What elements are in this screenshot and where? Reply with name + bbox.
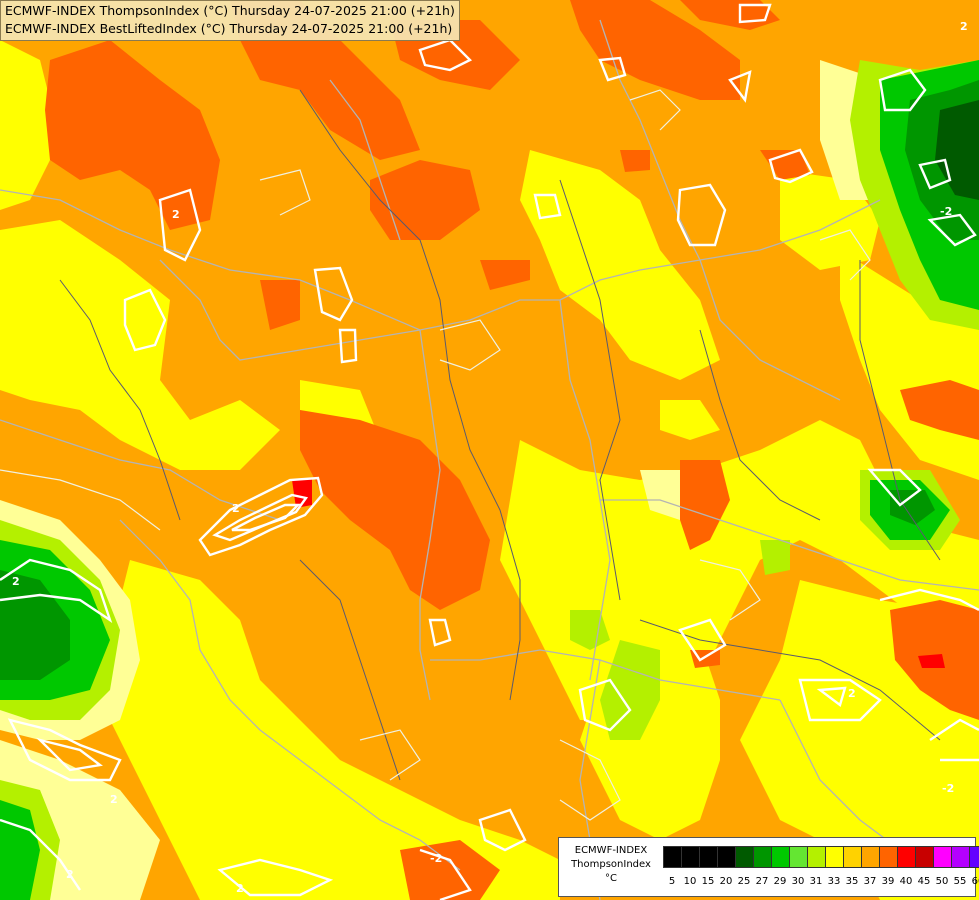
legend-swatch [754, 847, 772, 867]
legend-swatch [916, 847, 934, 867]
legend-tick-label: 50 [935, 876, 949, 887]
legend-swatch [880, 847, 898, 867]
dark-orange-areas [45, 0, 979, 900]
legend-swatch [952, 847, 970, 867]
map-title-box: ECMWF-INDEX ThompsonIndex (°C) Thursday … [0, 0, 460, 41]
legend-swatch [970, 847, 979, 867]
legend-tick-label: 5 [668, 876, 676, 887]
red-spots [292, 478, 945, 668]
contour-label: -2 [942, 782, 954, 795]
contour-label: -2 [940, 205, 952, 218]
legend-swatch [790, 847, 808, 867]
contour-label: 2 [236, 882, 244, 895]
legend-swatch [808, 847, 826, 867]
legend-tick-label: 31 [809, 876, 823, 887]
thin-contours [0, 89, 871, 821]
legend-tick-label: 10 [683, 876, 697, 887]
legend-color-scale [663, 846, 979, 868]
title-line-best-lifted-index: ECMWF-INDEX BestLiftedIndex (°C) Thursda… [5, 21, 453, 36]
contour-label: 2 [232, 502, 240, 515]
legend-swatch [862, 847, 880, 867]
contour-value-labels: 2 2 2 2 2 -2 -2 -2 2 2 2 [12, 20, 968, 895]
legend-tick-label: 37 [863, 876, 877, 887]
legend-model: ECMWF-INDEX [574, 845, 648, 856]
legend-swatch [718, 847, 736, 867]
legend-tick-label: 25 [737, 876, 751, 887]
color-legend: ECMWF-INDEX ThompsonIndex °C 5 10 15 20 25 27… [558, 837, 979, 897]
legend-tick-label: 30 [791, 876, 805, 887]
legend-tick-label: 15 [701, 876, 715, 887]
legend-tick-label: 27 [755, 876, 769, 887]
legend-tick-label: 35 [845, 876, 859, 887]
legend-swatch [664, 847, 682, 867]
legend-swatch [898, 847, 916, 867]
legend-tick-label: 29 [773, 876, 787, 887]
legend-tick-labels: 5 10 15 20 25 27 29 30 31 33 35 37 39 40 45 50 55 60 [663, 876, 979, 887]
legend-tick-label: 60 [971, 876, 979, 887]
legend-unit: °C [605, 873, 617, 884]
legend-tick-label: 40 [899, 876, 913, 887]
contour-label: -2 [430, 852, 442, 865]
contour-label: 2 [848, 687, 856, 700]
legend-swatch [700, 847, 718, 867]
legend-swatch [826, 847, 844, 867]
legend-parameter: ThompsonIndex [571, 859, 651, 870]
contour-label: 2 [66, 868, 74, 881]
legend-swatch [934, 847, 952, 867]
legend-tick-label: 45 [917, 876, 931, 887]
contour-label: 2 [110, 793, 118, 806]
legend-tick-label: 33 [827, 876, 841, 887]
legend-swatch [682, 847, 700, 867]
contour-label: 2 [12, 575, 20, 588]
country-borders [0, 19, 979, 900]
legend-title: ECMWF-INDEX ThompsonIndex °C [563, 844, 659, 886]
darkest-green-area [935, 100, 979, 200]
legend-tick-label: 39 [881, 876, 895, 887]
rivers [59, 89, 941, 781]
legend-tick-label: 55 [953, 876, 967, 887]
title-line-thompson-index: ECMWF-INDEX ThompsonIndex (°C) Thursday … [5, 3, 455, 18]
contour-label: 2 [960, 20, 968, 33]
legend-swatch [844, 847, 862, 867]
contour-label: 2 [172, 208, 180, 221]
legend-swatch [736, 847, 754, 867]
legend-swatch [772, 847, 790, 867]
legend-tick-label: 20 [719, 876, 733, 887]
lifted-index-contours [0, 3, 979, 900]
